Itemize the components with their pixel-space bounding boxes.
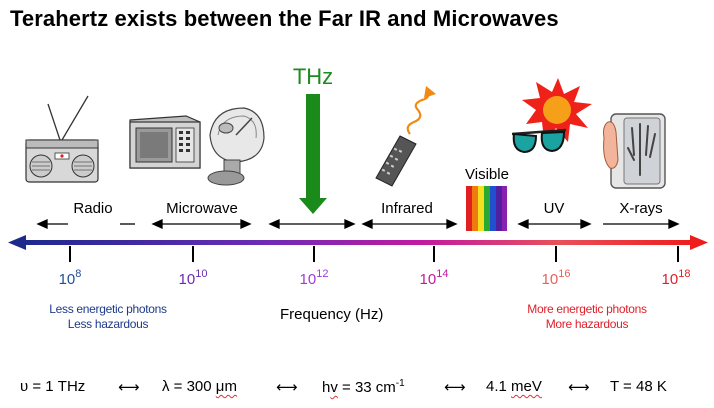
- tick-label-1e18: 1018: [661, 268, 691, 288]
- wavelength-value: λ = 300 μm: [162, 378, 237, 395]
- band-label-uv: UV: [543, 200, 565, 217]
- frequency-value: υ = 1 THz: [20, 378, 86, 395]
- less-energetic-note: Less energetic photons Less hazardous: [20, 302, 196, 332]
- axis-left-arrowhead-icon: [8, 235, 26, 250]
- energy-mev-value: 4.1 meV: [486, 378, 542, 395]
- sun-icon: [522, 78, 592, 142]
- double-arrow-icon: ⟷: [568, 379, 590, 396]
- thz-label: THz: [292, 64, 334, 89]
- microwave-oven-icon: [129, 115, 201, 169]
- band-label-radio: Radio: [73, 200, 113, 217]
- axis-right-arrowhead-icon: [690, 235, 708, 250]
- tick-label-1e10: 1010: [178, 268, 208, 288]
- band-label-microwave: Microwave: [166, 200, 238, 217]
- tick-label-1e16: 1016: [541, 268, 571, 288]
- remote-control-icon: [375, 86, 436, 187]
- band-label-visible: Visible: [465, 166, 509, 183]
- xray-hand-icon: [603, 113, 666, 189]
- band-label-infrared: Infrared: [381, 200, 433, 217]
- double-arrow-icon: ⟷: [444, 379, 466, 396]
- tick-label-1e8: 108: [58, 268, 82, 288]
- double-arrow-icon: ⟷: [118, 379, 140, 396]
- more-hazardous-line: More hazardous: [545, 317, 629, 331]
- tick-label-1e12: 1012: [299, 268, 329, 288]
- double-arrow-icon: ⟷: [276, 379, 298, 396]
- less-energetic-line: Less energetic photons: [49, 302, 167, 316]
- temperature-value: T = 48 K: [610, 378, 667, 395]
- band-range-arrows: [36, 218, 680, 230]
- more-energetic-note: More energetic photons More hazardous: [496, 302, 678, 332]
- radio-icon: [25, 95, 99, 183]
- unit-equivalence-row: υ = 1 THz ⟷ λ = 300 μm ⟷ hv = 33 cm-1 ⟷ …: [0, 378, 714, 402]
- tick-label-1e14: 1014: [419, 268, 449, 288]
- less-hazardous-line: Less hazardous: [67, 317, 149, 331]
- satellite-dish-icon: [207, 107, 265, 186]
- band-label-xrays: X-rays: [619, 200, 663, 217]
- sunglasses-icon: [511, 128, 567, 154]
- frequency-axis-label: Frequency (Hz): [280, 306, 384, 323]
- energy-wavenumber-value: hv = 33 cm-1: [322, 378, 405, 396]
- frequency-axis: [8, 235, 708, 262]
- thz-down-arrow-icon: [299, 94, 327, 214]
- more-energetic-line: More energetic photons: [527, 302, 647, 316]
- rainbow-spectrum-icon: [466, 186, 507, 231]
- page-title: Terahertz exists between the Far IR and …: [10, 6, 559, 31]
